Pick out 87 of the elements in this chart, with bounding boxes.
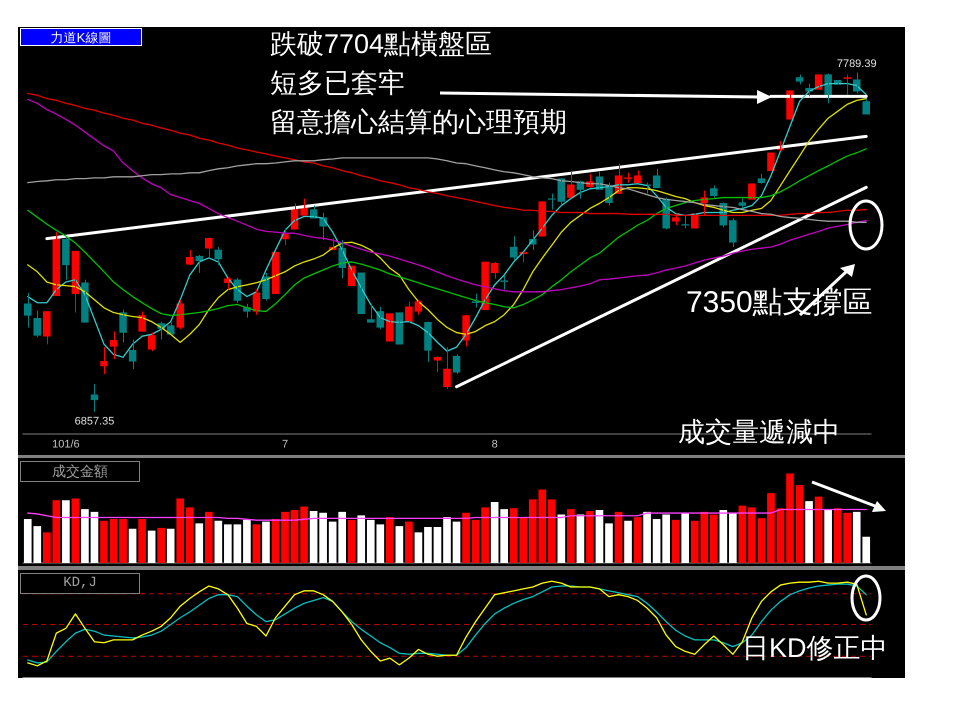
bar — [24, 518, 32, 563]
bar — [176, 498, 184, 563]
bar — [357, 515, 366, 563]
text: 成交量遞減中 — [678, 417, 840, 448]
x-tick-label: 7 — [282, 438, 288, 450]
bar — [814, 496, 822, 563]
chart-title: 力道K線圖 — [20, 28, 142, 46]
candlestick — [843, 74, 852, 96]
bar — [186, 507, 194, 563]
bar — [652, 518, 660, 563]
bar — [643, 512, 651, 563]
bar — [719, 510, 728, 563]
bar — [729, 512, 737, 563]
candlestick — [100, 346, 108, 375]
bar — [472, 520, 480, 563]
bar — [586, 510, 594, 563]
bar — [519, 517, 528, 563]
bar — [414, 532, 422, 563]
bar — [386, 517, 394, 563]
bar — [710, 514, 718, 563]
bar — [366, 520, 375, 563]
bar — [843, 512, 852, 563]
bar — [405, 522, 413, 563]
bar — [214, 520, 222, 563]
annotation: 短多已套牢 — [270, 68, 405, 99]
bar — [805, 501, 813, 563]
bar — [672, 520, 680, 563]
bar — [490, 502, 498, 563]
bar — [510, 508, 518, 563]
candlestick — [796, 74, 804, 85]
bar — [738, 506, 746, 563]
bar — [700, 512, 708, 563]
bar — [567, 509, 575, 563]
bar — [862, 536, 870, 563]
bar — [52, 500, 60, 563]
bar — [204, 512, 213, 563]
bar — [528, 499, 537, 563]
bar — [576, 514, 584, 563]
candlestick — [548, 193, 556, 210]
bar — [690, 520, 699, 563]
bar — [138, 518, 146, 563]
bar — [548, 499, 556, 563]
bar — [681, 512, 690, 563]
bar — [624, 520, 632, 563]
chart-title: 成交金額 — [20, 461, 140, 482]
bar — [166, 528, 175, 563]
bar — [252, 524, 260, 563]
bar — [558, 514, 566, 563]
bar — [338, 512, 346, 563]
bar — [195, 523, 204, 563]
bar — [634, 517, 642, 563]
annotation: 7789.39 — [836, 58, 877, 70]
bar — [376, 524, 384, 563]
bar — [748, 507, 756, 563]
annotation: 留意擔心結算的心理預期 — [270, 107, 567, 138]
bar — [243, 520, 251, 563]
bar — [234, 524, 242, 563]
text: 跌破7704點橫盤區 — [270, 29, 492, 60]
bar — [224, 524, 232, 563]
bar — [328, 522, 336, 563]
bar — [262, 522, 270, 563]
bar — [662, 514, 670, 563]
bar — [538, 490, 546, 563]
bar — [72, 498, 80, 563]
annotation: 日KD修正中 — [742, 633, 888, 664]
annotation: 6857.35 — [74, 415, 114, 428]
bar — [128, 528, 136, 563]
bar — [462, 512, 470, 563]
bar — [396, 526, 404, 563]
bar — [500, 509, 508, 563]
x-tick-label: 101/6 — [52, 438, 80, 450]
bar — [348, 520, 356, 563]
bar — [834, 508, 842, 563]
bar — [33, 526, 42, 563]
bar — [62, 500, 70, 563]
bar — [824, 509, 832, 563]
bar — [481, 507, 489, 563]
bar — [42, 532, 51, 563]
bar — [310, 510, 318, 563]
x-tick-label: 8 — [492, 438, 498, 450]
bar — [614, 512, 622, 563]
bar — [319, 512, 327, 563]
candlestick — [500, 274, 508, 290]
chart-title: KD,J — [20, 573, 140, 594]
bar — [852, 512, 861, 563]
bar — [157, 528, 165, 563]
bar — [148, 530, 156, 563]
